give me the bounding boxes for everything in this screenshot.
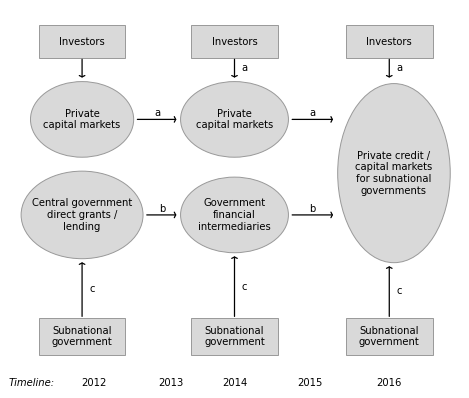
Text: Subnational
government: Subnational government <box>359 326 420 347</box>
Text: Government
financial
intermediaries: Government financial intermediaries <box>198 198 271 232</box>
Ellipse shape <box>181 177 288 253</box>
Text: b: b <box>310 204 316 214</box>
Text: Subnational
government: Subnational government <box>204 326 265 347</box>
Text: Investors: Investors <box>59 37 105 47</box>
Text: 2016: 2016 <box>377 378 402 388</box>
Text: Investors: Investors <box>366 37 412 47</box>
Text: c: c <box>242 281 247 292</box>
Text: a: a <box>155 108 161 119</box>
Text: 2015: 2015 <box>297 378 322 388</box>
Text: 2012: 2012 <box>81 378 106 388</box>
FancyBboxPatch shape <box>346 25 432 58</box>
Text: 2013: 2013 <box>159 378 184 388</box>
FancyBboxPatch shape <box>191 318 278 355</box>
Ellipse shape <box>181 82 288 157</box>
Text: c: c <box>89 283 95 294</box>
Text: a: a <box>396 63 402 74</box>
FancyBboxPatch shape <box>346 318 432 355</box>
FancyBboxPatch shape <box>38 25 125 58</box>
Ellipse shape <box>338 84 450 263</box>
Text: 2014: 2014 <box>222 378 247 388</box>
FancyBboxPatch shape <box>191 25 278 58</box>
Text: Private
capital markets: Private capital markets <box>196 109 273 130</box>
FancyBboxPatch shape <box>38 318 125 355</box>
Ellipse shape <box>21 171 143 259</box>
Text: Private
capital markets: Private capital markets <box>44 109 121 130</box>
Text: Investors: Investors <box>212 37 257 47</box>
Ellipse shape <box>30 82 134 157</box>
Text: c: c <box>396 286 402 297</box>
Text: a: a <box>310 108 316 119</box>
Text: Subnational
government: Subnational government <box>52 326 113 347</box>
Text: Central government
direct grants /
lending: Central government direct grants / lendi… <box>32 198 132 232</box>
Text: a: a <box>242 63 248 74</box>
Text: Private credit /
capital markets
for subnational
governments: Private credit / capital markets for sub… <box>356 151 432 195</box>
Text: Timeline:: Timeline: <box>8 378 54 388</box>
Text: b: b <box>159 204 166 214</box>
